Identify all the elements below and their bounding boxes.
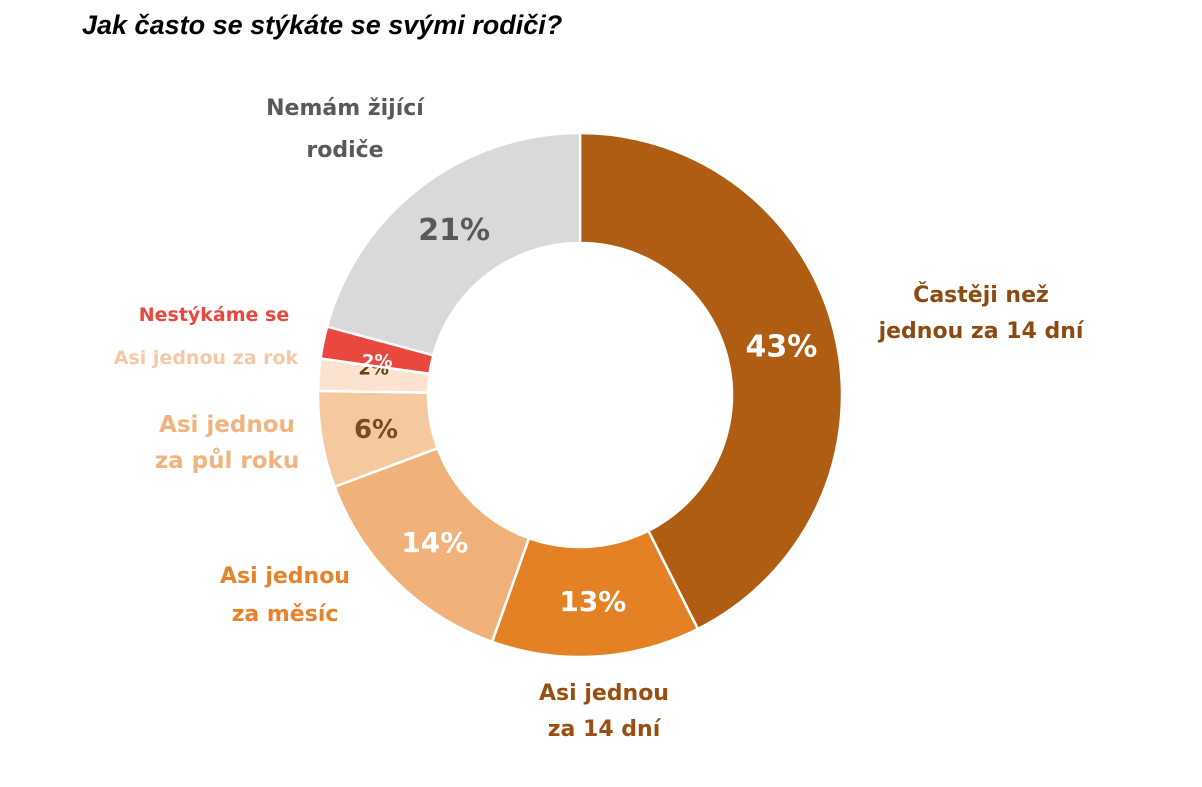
slice-category-label-line: Častěji než: [913, 282, 1049, 308]
slice-category-label-line: Asi jednou: [539, 681, 669, 706]
slice-category-label: Asi jednou za 14 dní: [539, 681, 669, 742]
slice-category-label-line: Asi jednou: [220, 564, 350, 589]
slice-category-label-line: Asi jednou: [159, 412, 295, 438]
slice-category-label-line: za měsíc: [232, 602, 339, 627]
slice-category-label: Asi jednou za měsíc: [220, 564, 350, 627]
slice-value-label: 14%: [401, 526, 468, 559]
donut-slice: [325, 131, 582, 357]
slice-category-label-line: rodiče: [306, 138, 383, 163]
slice-category-label-line: za 14 dní: [548, 717, 662, 742]
slice-category-label-line: za půl roku: [155, 447, 299, 474]
slice-category-label: Častěji než jednou za 14 dní: [878, 282, 1085, 344]
slice-category-label-line: jednou za 14 dní: [878, 319, 1085, 344]
slice-category-label-line: Nestýkáme se: [139, 304, 290, 326]
slice-category-label: Nestýkáme se: [139, 304, 290, 326]
page-title: Jak často se stýkáte se svými rodiči?: [82, 10, 563, 40]
slice-value-label: 21%: [418, 213, 490, 248]
slice-value-label: 43%: [745, 330, 817, 365]
slice-category-label: Asi jednou za půl roku: [155, 412, 299, 474]
slice-category-label: Asi jednou za rok: [114, 347, 299, 369]
slice-category-label-line: Asi jednou za rok: [114, 347, 299, 369]
slice-category-label: Nemám žijící rodiče: [266, 96, 425, 163]
slice-value-label: 13%: [559, 585, 626, 618]
slice-value-label: 6%: [354, 415, 398, 445]
slice-category-label-line: Nemám žijící: [266, 96, 425, 121]
donut-slice: [578, 131, 844, 631]
slice-value-label: 2%: [362, 351, 393, 372]
